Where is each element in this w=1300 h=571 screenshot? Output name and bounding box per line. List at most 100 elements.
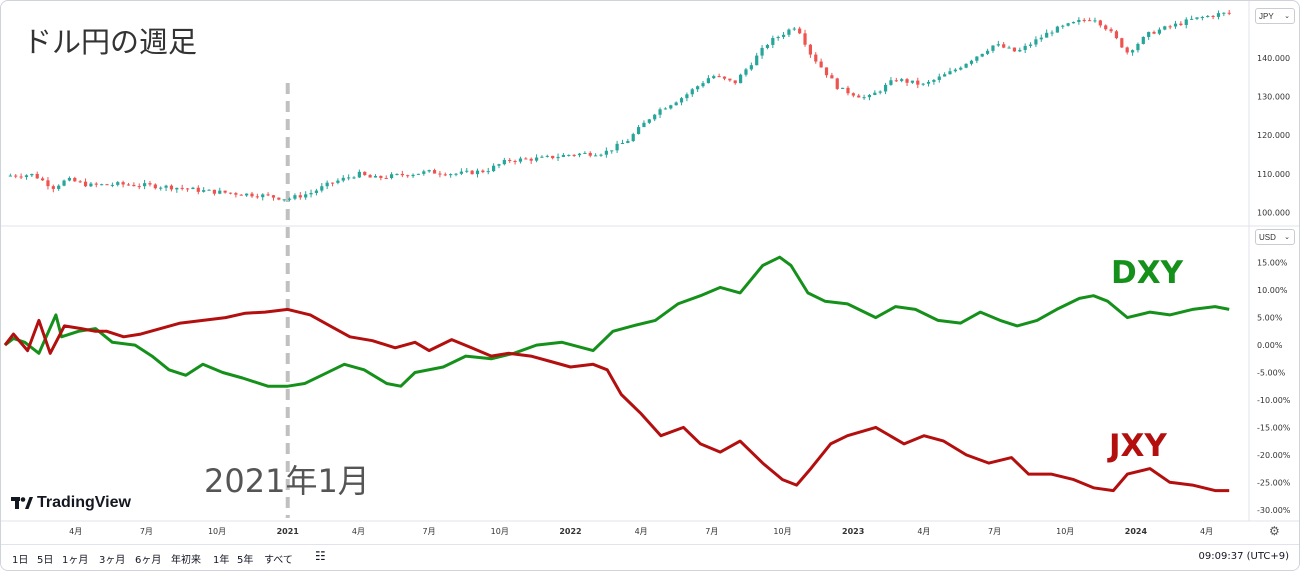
candle-body	[363, 171, 367, 176]
candle-body	[175, 187, 179, 190]
time-tick-label: 7月	[140, 527, 153, 536]
candle-body	[465, 170, 469, 172]
candle-body	[62, 180, 66, 186]
timeframe-1y-button[interactable]: 1年	[213, 555, 230, 566]
timeframe-all-button[interactable]: すべて	[264, 555, 293, 566]
candle-body	[234, 193, 238, 195]
candle-body	[282, 199, 286, 201]
candle-body	[261, 194, 265, 198]
candle-body	[126, 184, 131, 186]
candle-body	[626, 141, 630, 144]
bottom-percent-tick-label: -5.00%	[1257, 369, 1286, 378]
candle-body	[304, 194, 308, 198]
candle-body	[948, 71, 952, 75]
candle-body	[422, 171, 426, 174]
candle-body	[830, 75, 834, 79]
top-currency-select[interactable]: JPY ⌄	[1255, 8, 1295, 24]
candle-body	[416, 173, 421, 175]
candle-body	[814, 54, 818, 62]
candle-body	[330, 182, 335, 184]
timeframe-ytd-button[interactable]: 年初来	[171, 555, 201, 566]
candle-body	[357, 171, 361, 178]
candle-body	[411, 174, 415, 177]
bottom-currency-label: USD	[1259, 233, 1276, 242]
timeframe-6m-button[interactable]: 6ヶ月	[135, 555, 162, 566]
candle-body	[24, 175, 29, 178]
timeframe-1d-button[interactable]: 1日	[12, 555, 29, 566]
candle-body	[1216, 13, 1221, 17]
time-tick-label: 4月	[352, 527, 365, 536]
timeframe-1m-button[interactable]: 1ヶ月	[62, 555, 89, 566]
settings-gear-icon[interactable]: ⚙	[1269, 524, 1280, 538]
timeframe-3m-button[interactable]: 3ヶ月	[99, 555, 126, 566]
candle-body	[46, 180, 50, 187]
candle-body	[841, 87, 845, 89]
candle-body	[1206, 15, 1210, 18]
candle-body	[470, 170, 474, 175]
candle-body	[969, 60, 974, 64]
candle-body	[518, 158, 523, 162]
candle-body	[143, 183, 147, 187]
candle-body	[669, 105, 673, 109]
timeframe-5d-button[interactable]: 5日	[37, 555, 54, 566]
candle-body	[798, 28, 802, 34]
bottom-percent-tick-label: 5.00%	[1257, 314, 1283, 323]
candle-body	[266, 194, 270, 196]
candle-body	[572, 154, 576, 156]
time-tick-label: 7月	[423, 527, 436, 536]
candle-body	[900, 79, 904, 81]
candle-body	[733, 80, 737, 84]
bottom-percent-tick-label: -15.00%	[1257, 423, 1291, 432]
candle-body	[1007, 47, 1011, 49]
candle-body	[389, 174, 394, 179]
candle-body	[567, 154, 571, 156]
bottom-currency-select[interactable]: USD ⌄	[1255, 229, 1295, 245]
candle-body	[1050, 32, 1054, 34]
candle-body	[980, 53, 984, 57]
candle-body	[341, 177, 345, 181]
candle-body	[1104, 25, 1108, 30]
candle-body	[717, 76, 721, 78]
candle-body	[1173, 23, 1178, 27]
candle-body	[636, 127, 641, 135]
candle-body	[653, 114, 657, 120]
candle-body	[1195, 17, 1199, 19]
candle-body	[153, 184, 157, 189]
candle-body	[985, 50, 990, 54]
candle-body	[706, 78, 710, 84]
candle-body	[57, 185, 61, 189]
candle-body	[524, 158, 528, 160]
candle-body	[19, 176, 23, 178]
candle-body	[427, 170, 431, 172]
candle-body	[486, 171, 490, 173]
tradingview-logo[interactable]: TradingView	[11, 494, 131, 512]
candle-body	[857, 95, 861, 98]
candle-body	[787, 29, 791, 35]
candle-body	[1028, 44, 1033, 46]
bottom-percent-tick-label: -20.00%	[1257, 451, 1291, 460]
date-range-icon[interactable]: ☷	[315, 549, 326, 563]
candle-body	[846, 87, 850, 94]
candle-body	[1055, 26, 1059, 33]
candle-body	[223, 190, 227, 193]
candle-body	[293, 195, 297, 199]
candle-body	[1179, 23, 1183, 25]
candle-body	[551, 155, 555, 159]
candle-body	[1227, 12, 1231, 14]
candle-body	[1147, 31, 1151, 37]
timeframe-5y-button[interactable]: 5年	[237, 555, 254, 566]
candle-body	[658, 109, 662, 115]
candle-body	[497, 164, 501, 166]
bottom-percent-tick-label: -10.00%	[1257, 396, 1291, 405]
candle-body	[529, 158, 533, 161]
candle-body	[744, 69, 748, 75]
candle-body	[196, 187, 200, 192]
candle-body	[449, 174, 453, 176]
candle-body	[78, 181, 82, 183]
time-tick-label: 10月	[773, 527, 791, 536]
candle-body	[728, 78, 732, 81]
candle-body	[873, 92, 877, 96]
time-tick-label: 10月	[1056, 527, 1074, 536]
